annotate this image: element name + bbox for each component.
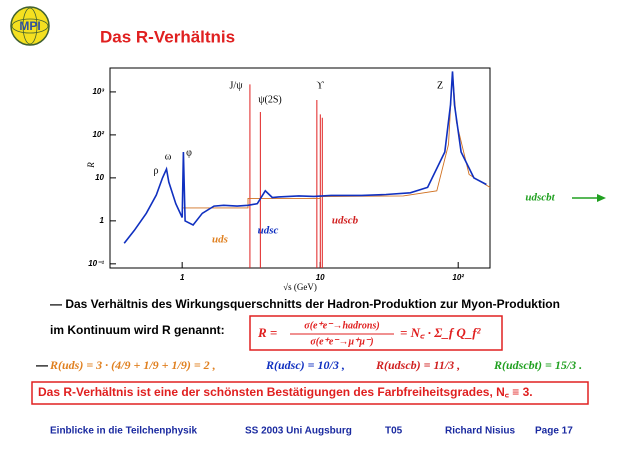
logo bbox=[10, 6, 50, 46]
y-tick-label: 10⁻¹ bbox=[88, 259, 104, 268]
peak-label: J/ψ bbox=[230, 80, 244, 91]
peak-label: ψ(2S) bbox=[258, 94, 281, 105]
formula: σ(e⁺e⁻→μ⁺μ⁻) bbox=[310, 336, 373, 347]
quark-sum: R(udscb) = 11/3 , bbox=[375, 358, 460, 372]
formula-box bbox=[249, 315, 503, 351]
footer-item: Einblicke in die Teilchenphysik bbox=[50, 426, 198, 437]
data-line bbox=[182, 71, 491, 209]
arrowhead bbox=[597, 194, 606, 202]
logo-orbit bbox=[22, 7, 38, 45]
plot-frame bbox=[109, 67, 491, 269]
quark-sum: R(udsc) = 10/3 , bbox=[265, 358, 345, 372]
peak-label: Z bbox=[437, 80, 443, 91]
logo-orbit bbox=[11, 18, 49, 34]
y-tick-label: 10 bbox=[95, 173, 104, 182]
peak-label: ϒ bbox=[316, 80, 324, 91]
text-line: — Das Verhältnis des Wirkungsquerschnitt… bbox=[50, 297, 560, 311]
region-label: udsc bbox=[258, 225, 279, 237]
data-line bbox=[123, 71, 487, 244]
dash: — bbox=[36, 358, 48, 372]
footer-item: Page 17 bbox=[535, 426, 573, 437]
y-tick-label: 10² bbox=[92, 130, 104, 139]
formula: = N꜀ · Σ_f Q_f² bbox=[400, 325, 482, 340]
quark-sum: R(udscbt) = 15/3 . bbox=[493, 358, 582, 372]
region-label: udscb bbox=[332, 215, 359, 227]
quark-sum: R(uds) = 3 · (4/9 + 1/9 + 1/9) = 2 , bbox=[49, 358, 216, 372]
region-label: uds bbox=[212, 234, 228, 246]
footer-item: T05 bbox=[385, 426, 403, 437]
formula: σ(e⁺e⁻→hadrons) bbox=[304, 320, 379, 331]
footer-item: Richard Nisius bbox=[445, 426, 515, 437]
conclusion-box bbox=[31, 381, 589, 405]
formula: R = bbox=[257, 325, 277, 340]
x-tick-label: 10 bbox=[316, 273, 325, 282]
y-tick-label: 1 bbox=[100, 216, 105, 225]
text-line: im Kontinuum wird R genannt: bbox=[50, 323, 225, 337]
logo-text: MPI bbox=[19, 19, 40, 33]
footer-item: SS 2003 Uni Augsburg bbox=[245, 426, 352, 437]
x-axis-label: √s (GeV) bbox=[283, 282, 317, 292]
peak-label: ω bbox=[165, 151, 172, 162]
x-tick-label: 10² bbox=[452, 273, 464, 282]
peak-label: ρ bbox=[154, 165, 159, 176]
x-tick-label: 1 bbox=[180, 273, 185, 282]
y-tick-label: 10³ bbox=[92, 87, 104, 96]
slide-title: Das R-Verhältnis bbox=[100, 27, 235, 46]
conclusion: Das R-Verhältnis ist eine der schönsten … bbox=[38, 385, 533, 399]
y-axis-label: R bbox=[86, 162, 96, 169]
region-label: udscbt bbox=[525, 192, 555, 204]
peak-label: φ bbox=[186, 147, 192, 158]
